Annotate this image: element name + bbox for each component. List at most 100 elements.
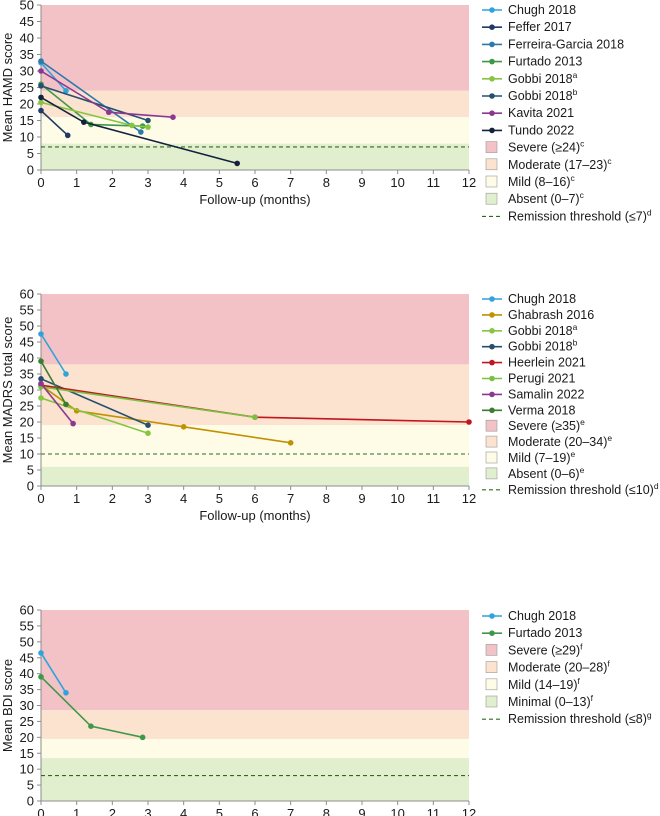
legend-label-superscript: b — [573, 87, 578, 97]
legend-label: Gobbi 2018b — [508, 338, 578, 354]
y-tick-label: 20 — [20, 415, 34, 430]
legend-label-text: Furtado 2013 — [508, 626, 582, 640]
legend-label: Chugh 2018 — [508, 292, 576, 306]
x-tick-label: 9 — [358, 806, 365, 816]
legend-label-text: Gobbi 2018 — [508, 89, 573, 103]
legend-label: Heerlein 2021 — [508, 356, 586, 370]
legend-band-label: Severe (≥24)c — [508, 139, 585, 155]
legend-label-text: Feffer 2017 — [508, 20, 572, 34]
y-tick-label: 0 — [27, 163, 34, 178]
data-point — [38, 358, 44, 365]
legend-label: Gobbi 2018a — [508, 322, 578, 338]
series-line — [40, 333, 67, 375]
y-tick-label: 50 — [20, 634, 34, 649]
y-tick-label: 25 — [20, 80, 34, 95]
legend-marker — [489, 127, 495, 134]
x-tick-label: 1 — [73, 491, 80, 506]
legend-label: Furtado 2013 — [508, 55, 582, 69]
legend-label: Kavita 2021 — [508, 106, 574, 120]
legend-label-superscript: b — [573, 338, 578, 348]
y-tick-label: 45 — [20, 335, 34, 350]
severity-band-4 — [41, 143, 469, 170]
legend-threshold-label: Remission threshold (≤8)g — [508, 710, 652, 726]
y-tick-label: 0 — [27, 479, 34, 494]
x-tick-label: 11 — [427, 491, 441, 506]
x-tick-label: 9 — [358, 175, 365, 190]
y-tick-label: 45 — [20, 650, 34, 665]
data-point — [38, 331, 44, 337]
legend-band-label: Absent (0–7)c — [508, 190, 585, 206]
data-point — [38, 99, 44, 106]
x-tick-label: 2 — [109, 806, 116, 816]
x-tick-label: 4 — [180, 175, 187, 190]
y-tick-label: 20 — [20, 97, 34, 112]
legend-band-label-text: Severe (≥24) — [508, 141, 580, 155]
legend-label-text: Samalin 2022 — [508, 387, 584, 401]
severity-band-4 — [41, 758, 469, 801]
series-line — [40, 60, 142, 133]
x-tick-label: 2 — [109, 175, 116, 190]
legend-band-label: Severe (≥29)f — [508, 641, 583, 657]
data-point — [38, 58, 44, 64]
data-point — [287, 440, 294, 446]
x-tick-label: 12 — [462, 175, 476, 190]
legend-label-superscript: a — [573, 322, 578, 332]
legend-band-swatch — [485, 192, 498, 205]
x-tick-label: 2 — [109, 491, 116, 506]
x-tick-label: 6 — [251, 491, 258, 506]
legend-label-text: Heerlein 2021 — [508, 356, 586, 370]
x-axis-title: Follow-up (months) — [199, 192, 310, 207]
legend-band-label-text: Mild (8–16) — [508, 175, 571, 189]
x-tick-label: 6 — [251, 806, 258, 816]
x-tick-label: 4 — [180, 491, 187, 506]
data-point — [63, 401, 69, 408]
legend-threshold-label: Remission threshold (≤10)d — [508, 481, 659, 497]
y-tick-label: 25 — [20, 714, 34, 729]
y-axis-title: Mean MADRS total score — [0, 317, 15, 464]
x-tick-label: 11 — [427, 175, 441, 190]
data-point — [63, 689, 69, 696]
legend-band-label-superscript: c — [580, 190, 585, 200]
legend-band-label-superscript: e — [580, 417, 585, 427]
legend-marker — [489, 24, 495, 31]
data-point — [38, 380, 44, 387]
y-tick-label: 35 — [20, 47, 34, 62]
legend-label: Chugh 2018 — [508, 3, 576, 17]
legend-band-label: Minimal (0–13)f — [508, 693, 594, 709]
x-tick-label: 0 — [37, 175, 44, 190]
legend-band-label-text: Severe (≥29) — [508, 643, 580, 657]
legend-band-swatch — [485, 435, 498, 448]
y-tick-label: 5 — [27, 463, 34, 478]
y-tick-label: 10 — [20, 130, 34, 145]
data-point — [38, 395, 44, 401]
legend-band-label: Absent (0–6)e — [508, 465, 585, 481]
x-tick-label: 7 — [287, 175, 294, 190]
x-tick-label: 9 — [358, 491, 365, 506]
x-tick-label: 5 — [216, 175, 223, 190]
x-tick-label: 8 — [323, 175, 330, 190]
legend-label-text: Furtado 2013 — [508, 55, 582, 69]
legend-label: Perugi 2021 — [508, 372, 575, 386]
y-tick-label: 35 — [20, 367, 34, 382]
series-line — [40, 652, 67, 694]
x-axis-title: Follow-up (months) — [199, 508, 310, 523]
legend-marker — [489, 296, 495, 302]
x-tick-label: 1 — [73, 806, 80, 816]
legend-band-label-superscript: c — [580, 139, 585, 149]
y-tick-label: 40 — [20, 666, 34, 681]
y-tick-label: 50 — [20, 319, 34, 334]
series-line — [40, 384, 291, 444]
data-point — [145, 430, 151, 437]
legend-label-text: Perugi 2021 — [508, 372, 575, 386]
x-tick-label: 8 — [323, 491, 330, 506]
x-tick-label: 5 — [216, 491, 223, 506]
legend-band-label-text: Moderate (20–28) — [508, 661, 607, 675]
data-point — [38, 83, 44, 89]
legend-threshold-label: Remission threshold (≤7)d — [508, 207, 652, 223]
severity-band-3 — [41, 117, 469, 144]
y-tick-label: 30 — [20, 698, 34, 713]
legend-marker — [489, 375, 495, 382]
legend-band-label-text: Absent (0–7) — [508, 192, 580, 206]
